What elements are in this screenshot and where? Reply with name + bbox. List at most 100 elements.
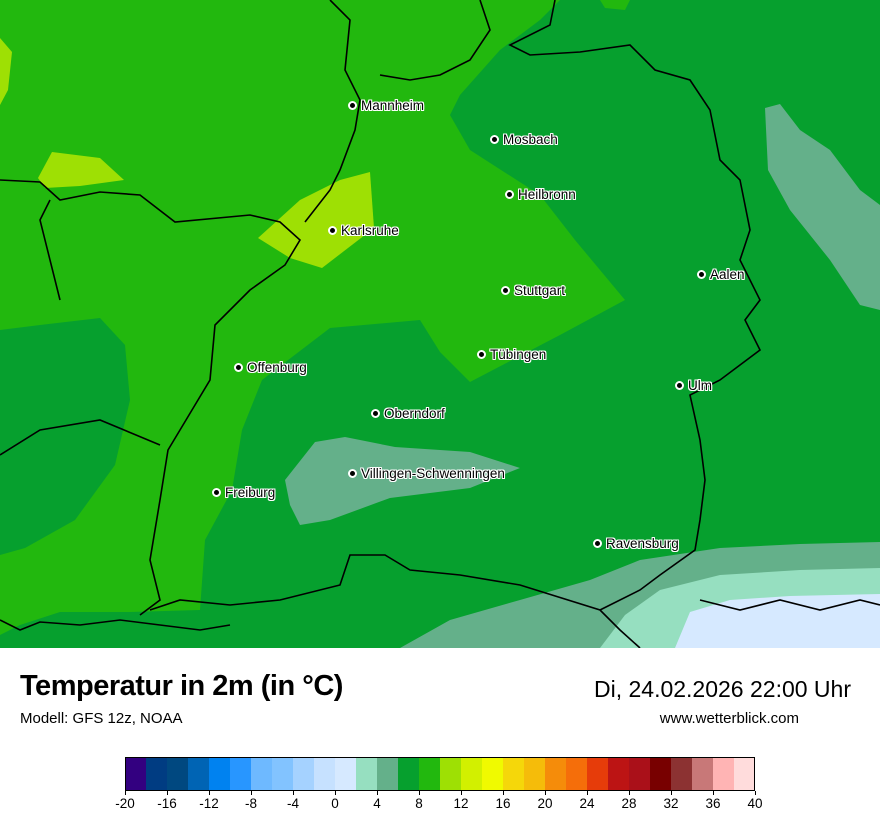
legend-swatch <box>440 757 462 791</box>
legend-swatch <box>314 757 336 791</box>
legend-swatch <box>671 757 693 791</box>
website-link: www.wetterblick.com <box>659 710 799 727</box>
legend-swatch <box>482 757 504 791</box>
legend-swatch <box>608 757 630 791</box>
legend-tick-label: 28 <box>621 796 637 811</box>
legend-tick-label: 36 <box>705 796 721 811</box>
legend-swatch <box>587 757 609 791</box>
borders <box>0 0 880 648</box>
legend-swatch <box>377 757 399 791</box>
area-4-6-villingen <box>285 437 520 525</box>
map-title: Temperatur in 2m (in °C) <box>20 670 343 702</box>
city-mosbach: Mosbach <box>490 132 558 147</box>
legend-tick-label: 20 <box>537 796 553 811</box>
city-dot <box>490 135 499 144</box>
city-dot <box>675 381 684 390</box>
model-info: Modell: GFS 12z, NOAA <box>20 710 183 727</box>
legend-swatch <box>230 757 252 791</box>
city-karlsruhe: Karlsruhe <box>328 223 399 238</box>
legend-swatch <box>629 757 651 791</box>
city-label: Karlsruhe <box>341 223 399 238</box>
legend-swatch <box>545 757 567 791</box>
legend-swatch <box>419 757 441 791</box>
city-label: Tübingen <box>490 347 547 362</box>
legend-swatch <box>209 757 231 791</box>
legend-tick-label: -8 <box>244 796 258 811</box>
legend-swatch <box>335 757 357 791</box>
city-oberndorf: Oberndorf <box>371 406 445 421</box>
city-dot <box>348 469 357 478</box>
legend-tick-label: 24 <box>579 796 595 811</box>
city-label: Mannheim <box>361 98 425 113</box>
city-aalen: Aalen <box>697 267 745 282</box>
legend-tick-label: 16 <box>495 796 511 811</box>
city-dot <box>505 190 514 199</box>
city-freiburg: Freiburg <box>212 485 276 500</box>
legend-tick-label: 0 <box>331 796 339 811</box>
legend-tick-label: -12 <box>199 796 219 811</box>
legend-swatch <box>503 757 525 791</box>
legend-tick-mark <box>586 791 588 795</box>
city-label: Ulm <box>688 378 712 393</box>
legend-tick-mark <box>754 791 756 795</box>
area-8-10 <box>0 0 625 635</box>
legend-swatch <box>461 757 483 791</box>
city-label: Stuttgart <box>514 283 566 298</box>
city-mannheim: Mannheim <box>348 98 425 113</box>
city-dot <box>371 409 380 418</box>
legend-tick-mark <box>712 791 714 795</box>
city-stuttgart: Stuttgart <box>501 283 566 298</box>
legend-swatch <box>188 757 210 791</box>
city-dot <box>234 363 243 372</box>
city-label: Freiburg <box>225 485 276 500</box>
temperature-map <box>0 0 880 648</box>
legend-tick-label: 12 <box>453 796 469 811</box>
city-dot <box>328 226 337 235</box>
legend-tick-mark <box>250 791 252 795</box>
legend-swatch <box>167 757 189 791</box>
area-6-8-west <box>0 318 130 555</box>
legend-swatch <box>734 757 755 791</box>
city-dot <box>593 539 602 548</box>
legend-swatch <box>125 757 147 791</box>
legend-tick-mark <box>670 791 672 795</box>
city-heilbronn: Heilbronn <box>505 187 576 202</box>
city-villingen-schwenningen: Villingen-Schwenningen <box>348 466 505 481</box>
legend-swatch <box>251 757 273 791</box>
color-legend <box>125 757 755 791</box>
legend-tick-label: -20 <box>115 796 135 811</box>
area-10-12-karlsruhe <box>258 172 374 268</box>
city-label: Mosbach <box>503 132 558 147</box>
legend-swatch <box>272 757 294 791</box>
city-dot <box>348 101 357 110</box>
legend-swatch <box>293 757 315 791</box>
city-tuebingen: Tübingen <box>477 347 547 362</box>
legend-tick-mark <box>166 791 168 795</box>
forecast-datetime: Di, 24.02.2026 22:00 Uhr <box>593 676 851 702</box>
city-offenburg: Offenburg <box>234 360 307 375</box>
area-8-10-ne <box>600 0 630 10</box>
area-4-6-east <box>765 104 880 310</box>
city-label: Oberndorf <box>384 406 445 421</box>
legend-tick-mark <box>418 791 420 795</box>
legend-tick-mark <box>460 791 462 795</box>
area-10-12-edge <box>0 38 12 105</box>
legend-swatch <box>398 757 420 791</box>
legend-tick-mark <box>628 791 630 795</box>
legend-tick-mark <box>292 791 294 795</box>
legend-tick-mark <box>334 791 336 795</box>
legend-swatch <box>650 757 672 791</box>
city-dot <box>697 270 706 279</box>
legend-tick-label: 32 <box>663 796 679 811</box>
city-label: Heilbronn <box>518 187 576 202</box>
city-dot <box>212 488 221 497</box>
area-10-12-nw <box>38 152 124 188</box>
legend-swatch <box>356 757 378 791</box>
legend-border <box>125 757 755 791</box>
legend-tick-label: -16 <box>157 796 177 811</box>
city-label: Ravensburg <box>606 536 679 551</box>
legend-tick-label: 8 <box>415 796 423 811</box>
legend-swatch <box>713 757 735 791</box>
legend-swatch <box>146 757 168 791</box>
legend-tick-label: 4 <box>373 796 381 811</box>
